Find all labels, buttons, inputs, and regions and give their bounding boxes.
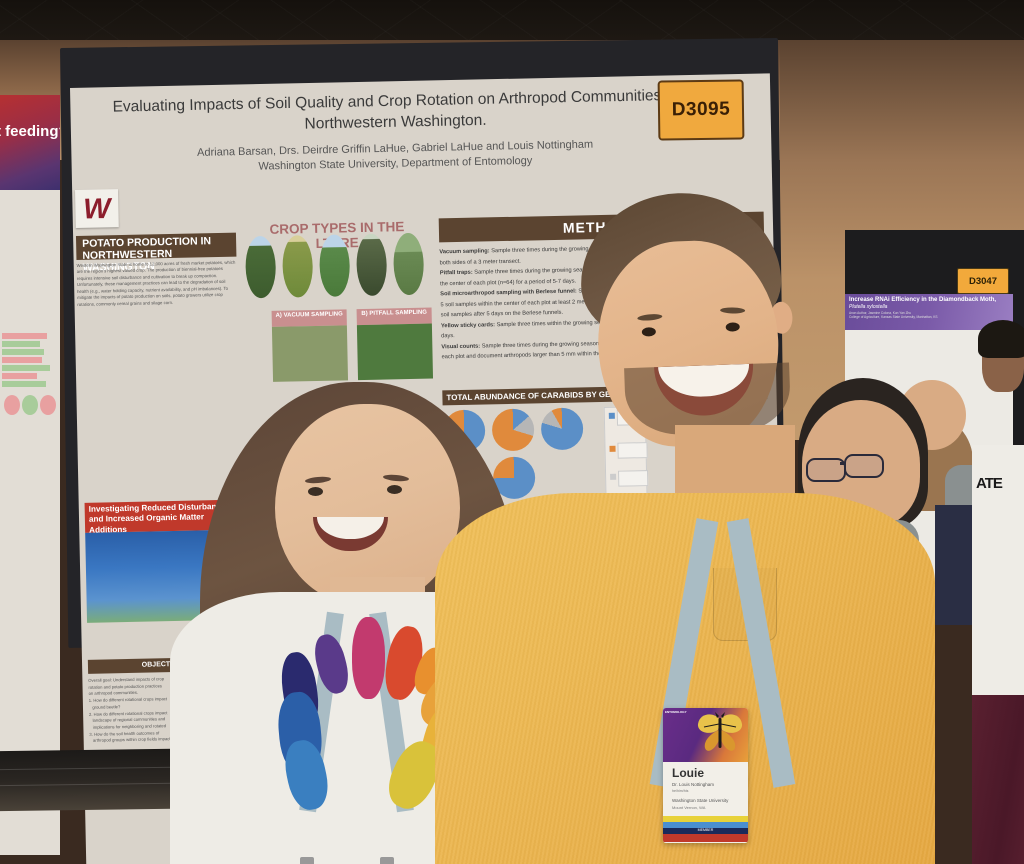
svg-text:W: W [83, 193, 114, 226]
